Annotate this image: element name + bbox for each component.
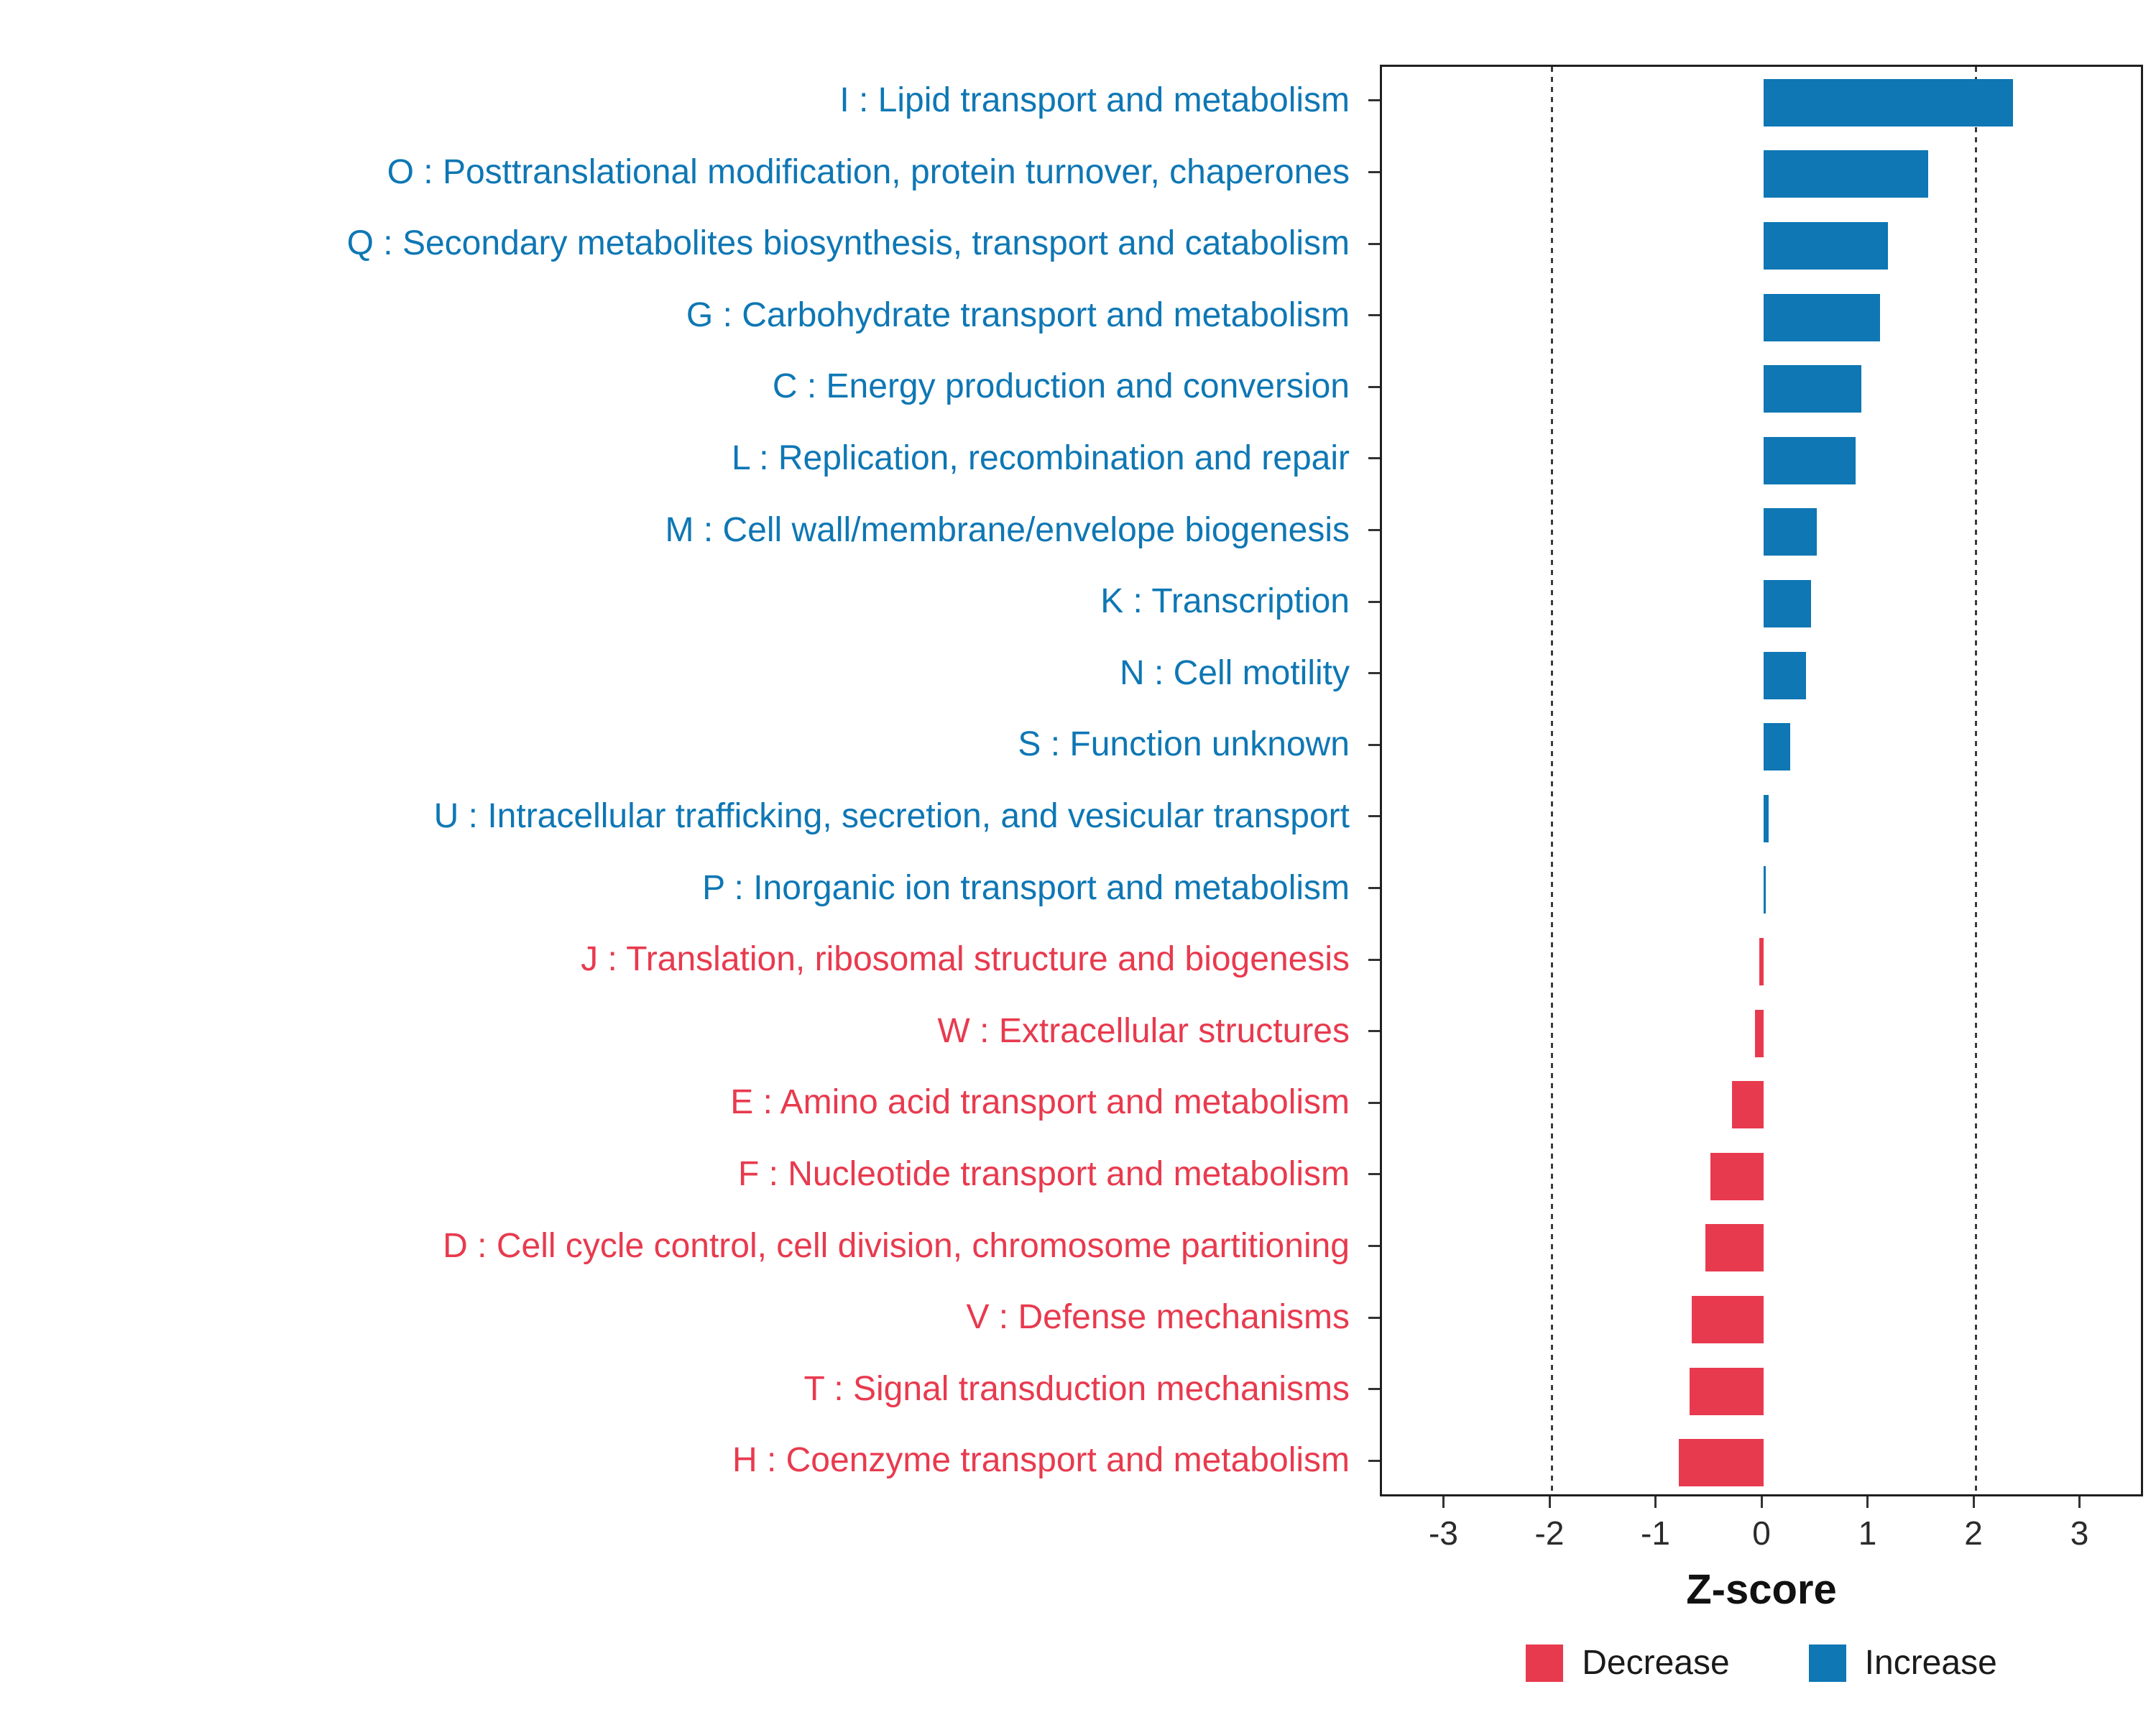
legend-item-increase: Increase <box>1808 1643 1997 1683</box>
bar <box>1764 508 1817 556</box>
bar <box>1689 1367 1764 1415</box>
bar <box>1705 1224 1764 1272</box>
x-axis-title: Z-score <box>1686 1566 1837 1613</box>
bar <box>1764 580 1812 627</box>
y-tick-mark <box>1368 242 1380 245</box>
y-tick-mark <box>1368 743 1380 746</box>
legend-label-decrease: Decrease <box>1582 1644 1730 1682</box>
x-tick-label: 2 <box>1964 1514 1983 1552</box>
bar <box>1764 436 1856 484</box>
category-label: O : Posttranslational modification, prot… <box>387 152 1350 191</box>
y-tick-mark <box>1368 170 1380 173</box>
x-tick-mark <box>1972 1496 1975 1508</box>
y-tick-mark <box>1368 528 1380 531</box>
x-tick-label: 3 <box>2070 1514 2089 1552</box>
bar <box>1764 365 1861 413</box>
category-label: G : Carbohydrate transport and metabolis… <box>686 295 1350 334</box>
x-tick-mark <box>1442 1496 1445 1508</box>
bar <box>1679 1439 1764 1487</box>
category-label: M : Cell wall/membrane/envelope biogenes… <box>665 510 1350 549</box>
x-tick-label: -2 <box>1534 1514 1565 1552</box>
reference-line <box>1974 67 1977 1494</box>
category-label: W : Extracellular structures <box>937 1011 1350 1050</box>
bar <box>1691 1296 1764 1343</box>
bar <box>1759 938 1764 985</box>
y-tick-mark <box>1368 1244 1380 1247</box>
bar <box>1764 723 1790 771</box>
y-tick-mark <box>1368 1316 1380 1319</box>
bar <box>1755 1009 1764 1057</box>
y-tick-mark <box>1368 886 1380 889</box>
category-label: L : Replication, recombination and repai… <box>731 439 1350 477</box>
bar <box>1764 222 1888 270</box>
y-tick-mark <box>1368 457 1380 460</box>
y-tick-mark <box>1368 1388 1380 1391</box>
category-label: D : Cell cycle control, cell division, c… <box>443 1226 1350 1265</box>
reference-line <box>1550 67 1553 1494</box>
legend-swatch-increase <box>1808 1644 1846 1682</box>
bar <box>1764 866 1766 914</box>
y-tick-mark <box>1368 672 1380 675</box>
legend-item-decrease: Decrease <box>1526 1643 1730 1683</box>
y-tick-mark <box>1368 600 1380 603</box>
bar <box>1710 1152 1764 1200</box>
category-label: N : Cell motility <box>1119 653 1350 692</box>
category-label: V : Defense mechanisms <box>966 1298 1350 1337</box>
category-label: E : Amino acid transport and metabolism <box>730 1083 1350 1122</box>
bar <box>1731 1081 1764 1129</box>
x-tick-mark <box>2078 1496 2081 1508</box>
category-label: C : Energy production and conversion <box>772 367 1350 406</box>
x-tick-mark <box>1760 1496 1763 1508</box>
legend-label-increase: Increase <box>1864 1644 1997 1682</box>
category-label: F : Nucleotide transport and metabolism <box>737 1155 1350 1193</box>
bar <box>1764 651 1806 699</box>
legend: Decrease Increase <box>1380 1643 2143 1683</box>
x-tick-label: -3 <box>1429 1514 1458 1552</box>
x-tick-label: -1 <box>1641 1514 1670 1552</box>
bar <box>1764 78 2013 126</box>
y-tick-mark <box>1368 1173 1380 1176</box>
bar <box>1764 794 1769 842</box>
y-tick-mark <box>1368 958 1380 961</box>
y-tick-mark <box>1368 314 1380 317</box>
y-tick-mark <box>1368 1459 1380 1462</box>
category-label: U : Intracellular trafficking, secretion… <box>433 797 1350 835</box>
category-label: T : Signal transduction mechanisms <box>803 1369 1350 1408</box>
y-tick-mark <box>1368 1101 1380 1104</box>
x-tick-mark <box>1654 1496 1657 1508</box>
x-tick-label: 1 <box>1858 1514 1877 1552</box>
category-label: P : Inorganic ion transport and metaboli… <box>702 868 1350 907</box>
x-tick-mark <box>1548 1496 1551 1508</box>
y-tick-mark <box>1368 815 1380 818</box>
category-label: K : Transcription <box>1100 582 1350 621</box>
y-tick-mark <box>1368 99 1380 102</box>
y-tick-mark <box>1368 385 1380 388</box>
category-label: S : Function unknown <box>1018 725 1350 764</box>
bar <box>1764 150 1928 198</box>
category-label: J : Translation, ribosomal structure and… <box>581 940 1350 979</box>
legend-swatch-decrease <box>1526 1644 1564 1682</box>
bar <box>1764 293 1881 341</box>
plot-panel <box>1380 65 2143 1496</box>
x-tick-mark <box>1866 1496 1869 1508</box>
y-tick-mark <box>1368 1030 1380 1033</box>
category-label: I : Lipid transport and metabolism <box>839 81 1350 119</box>
category-label: H : Coenzyme transport and metabolism <box>732 1441 1350 1480</box>
category-label: Q : Secondary metabolites biosynthesis, … <box>346 224 1350 263</box>
x-tick-label: 0 <box>1752 1514 1771 1552</box>
